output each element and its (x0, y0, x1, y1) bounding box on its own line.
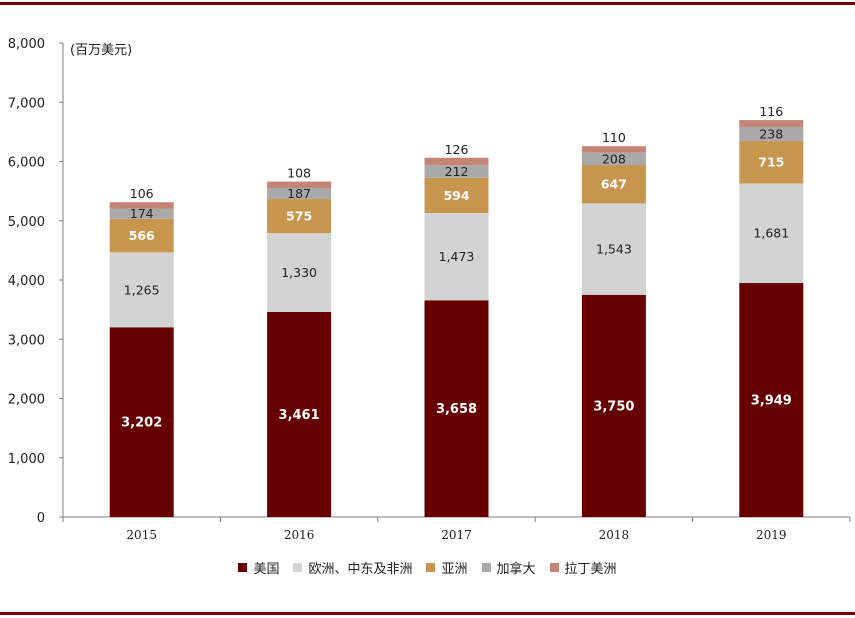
legend-label: 欧洲、中东及非洲 (308, 562, 413, 577)
x-tick-label: 2017 (441, 528, 472, 542)
top-rule (0, 2, 855, 5)
bar-segment (739, 120, 804, 127)
legend-swatch (549, 563, 559, 572)
data-label: 3,949 (751, 394, 792, 409)
bar-segment (267, 311, 332, 517)
y-tick-label: 5,000 (8, 215, 45, 230)
y-tick-label: 1,000 (8, 452, 45, 467)
bar-segment (267, 187, 332, 200)
legend-item: 欧洲、中东及非洲 (293, 558, 412, 577)
data-label: 174 (130, 206, 154, 221)
bar-segment (581, 165, 646, 204)
x-tick-label: 2018 (599, 528, 630, 542)
bar-segment (267, 199, 332, 234)
legend: 美国 欧洲、中东及非洲 亚洲 加拿大 拉丁美洲 (0, 558, 855, 577)
data-label: 3,461 (279, 408, 320, 423)
legend-item: 加拿大 (481, 558, 536, 577)
data-label: 110 (602, 130, 626, 145)
data-label: 126 (445, 142, 469, 157)
data-label: 3,750 (593, 399, 634, 414)
data-labels: 3,202 1,265 566 174 106 3,461 1,330 575 187 108 3,… (121, 104, 792, 431)
legend-item: 亚洲 (426, 558, 468, 577)
bar-segment (424, 212, 489, 301)
y-tick-label: 4,000 (8, 274, 45, 289)
data-label: 566 (129, 228, 155, 243)
stacked-bar-chart: (百万美元) 0 1,000 2,000 3,000 4,000 5,000 6,000 7,… (8, 37, 851, 542)
data-label: 106 (130, 186, 154, 201)
bar-segment (739, 183, 804, 284)
x-tick-label: 2015 (126, 528, 157, 542)
data-label: 594 (443, 188, 469, 203)
data-label: 1,473 (439, 249, 475, 264)
bar-segment (109, 218, 174, 253)
bar-segment (109, 252, 174, 328)
bar-segment (424, 300, 489, 517)
data-label: 575 (286, 209, 312, 224)
legend-item: 美国 (238, 558, 279, 577)
legend-label: 美国 (253, 562, 280, 577)
data-label: 187 (287, 186, 311, 201)
data-label: 1,265 (124, 282, 160, 297)
y-tick-label: 6,000 (8, 156, 45, 171)
bar-segment (424, 165, 489, 178)
bar-segment (267, 233, 332, 312)
data-label: 212 (445, 164, 469, 179)
legend-swatch (293, 563, 303, 572)
x-tick-label: 2019 (756, 528, 787, 542)
legend-label: 拉丁美洲 (564, 562, 617, 577)
data-label: 3,658 (436, 402, 477, 417)
legend-swatch (238, 563, 248, 572)
bar-segment (581, 146, 646, 153)
y-tick-label: 0 (37, 511, 45, 526)
bar-segment (424, 177, 489, 213)
data-label: 647 (601, 177, 627, 192)
bars (109, 120, 804, 517)
data-label: 1,330 (281, 265, 317, 280)
legend-item: 拉丁美洲 (549, 558, 617, 577)
bar-segment (109, 202, 174, 209)
y-tick-label: 7,000 (8, 96, 45, 111)
y-tick-label: 8,000 (8, 37, 45, 52)
data-label: 116 (759, 104, 783, 119)
x-tick-label: 2016 (284, 528, 315, 542)
bar-segment (581, 294, 646, 517)
data-label: 108 (287, 166, 311, 181)
bar-segment (267, 181, 332, 188)
bar-segment (109, 327, 174, 517)
bar-segment (424, 157, 489, 166)
data-label: 208 (602, 151, 626, 166)
bar-segment (739, 283, 804, 517)
data-label: 1,543 (596, 242, 632, 257)
bar-segment (581, 203, 646, 295)
y-tick-label: 2,000 (8, 393, 45, 408)
unit-label: (百万美元) (70, 43, 132, 58)
legend-swatch (426, 563, 436, 572)
bar-segment (739, 126, 804, 142)
data-label: 715 (758, 155, 784, 170)
bar-segment (109, 208, 174, 219)
legend-label: 加拿大 (496, 562, 536, 577)
data-label: 238 (759, 127, 783, 142)
bottom-rule (0, 612, 855, 615)
bar-segment (581, 152, 646, 166)
axes: 0 1,000 2,000 3,000 4,000 5,000 6,000 7,000 8,00… (8, 37, 851, 542)
y-tick-label: 3,000 (8, 333, 45, 348)
data-label: 3,202 (121, 416, 162, 431)
legend-swatch (481, 563, 491, 572)
data-label: 1,681 (753, 226, 789, 241)
legend-label: 亚洲 (441, 562, 468, 577)
bar-segment (739, 141, 804, 184)
